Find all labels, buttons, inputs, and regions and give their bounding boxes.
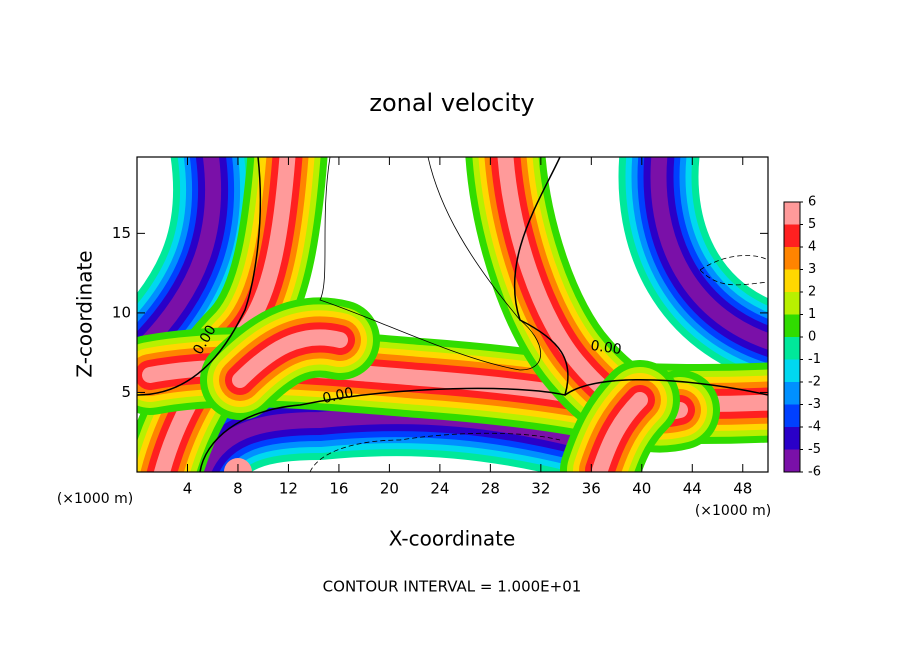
colorbar-band <box>784 314 800 337</box>
colorbar-label: -1 <box>808 352 821 367</box>
x-tick-label: 4 <box>183 480 193 498</box>
y-axis-unit: (×1000 m) <box>57 491 133 507</box>
y-tick-label: 5 <box>121 383 131 401</box>
colorbar-band <box>784 269 800 292</box>
colorbar-label: 3 <box>808 262 816 277</box>
colorbar-label: -2 <box>808 375 821 390</box>
contour-line <box>319 157 542 371</box>
contour-line <box>309 432 561 472</box>
colorbar-band <box>784 224 800 247</box>
filled-contours <box>137 157 768 472</box>
field-band <box>592 392 648 472</box>
x-tick-label: 8 <box>233 480 243 498</box>
colorbar-label: 1 <box>808 307 816 322</box>
colorbar-label: 4 <box>808 240 816 255</box>
x-tick-label: 36 <box>582 480 601 498</box>
colorbar-band <box>784 337 800 360</box>
plot-frame <box>136 156 769 473</box>
field-band <box>650 157 768 350</box>
colorbar-band <box>784 449 800 472</box>
x-tick-label: 44 <box>683 480 702 498</box>
colorbar-label: 6 <box>808 195 816 210</box>
x-tick-label: 12 <box>279 480 298 498</box>
contour-line <box>699 255 768 286</box>
field-band <box>232 329 348 388</box>
colorbar-label: -3 <box>808 397 821 412</box>
colorbar-band <box>784 292 800 315</box>
colorbar-band <box>784 382 800 405</box>
colorbar-label: -4 <box>808 420 821 435</box>
contour-label: 0.00 <box>589 338 622 358</box>
contour-line <box>199 157 569 472</box>
y-tick-label: 15 <box>112 224 131 242</box>
colorbar-label: -6 <box>808 465 821 480</box>
colorbar-label: -5 <box>808 442 821 457</box>
x-tick-label: 24 <box>430 480 449 498</box>
x-axis-unit: (×1000 m) <box>695 503 771 519</box>
x-tick-label: 32 <box>531 480 550 498</box>
colorbar-band <box>784 247 800 270</box>
colorbar-band <box>784 202 800 225</box>
contour-label: 0.00 <box>321 385 355 407</box>
footer: CONTOUR INTERVAL = 1.000E+01 <box>323 578 582 596</box>
x-tick-label: 40 <box>632 480 651 498</box>
contour-line <box>137 157 262 396</box>
x-tick-label: 20 <box>380 480 399 498</box>
contour-line <box>564 379 768 396</box>
colorbar-band <box>784 359 800 382</box>
field-band <box>137 157 222 358</box>
colorbar-label: 0 <box>808 330 816 345</box>
chart-title: zonal velocity <box>369 89 534 117</box>
colorbar-band <box>784 404 800 427</box>
x-tick-label: 48 <box>733 480 752 498</box>
y-tick-label: 10 <box>112 303 131 321</box>
colorbar-band <box>784 427 800 450</box>
colorbar-label: 2 <box>808 285 816 300</box>
contour-lines <box>137 157 768 472</box>
x-tick-label: 16 <box>329 480 348 498</box>
y-axis-label: Z-coordinate <box>73 250 97 377</box>
x-tick-label: 28 <box>481 480 500 498</box>
x-axis-label: X-coordinate <box>389 527 516 551</box>
colorbar-label: 5 <box>808 217 816 232</box>
